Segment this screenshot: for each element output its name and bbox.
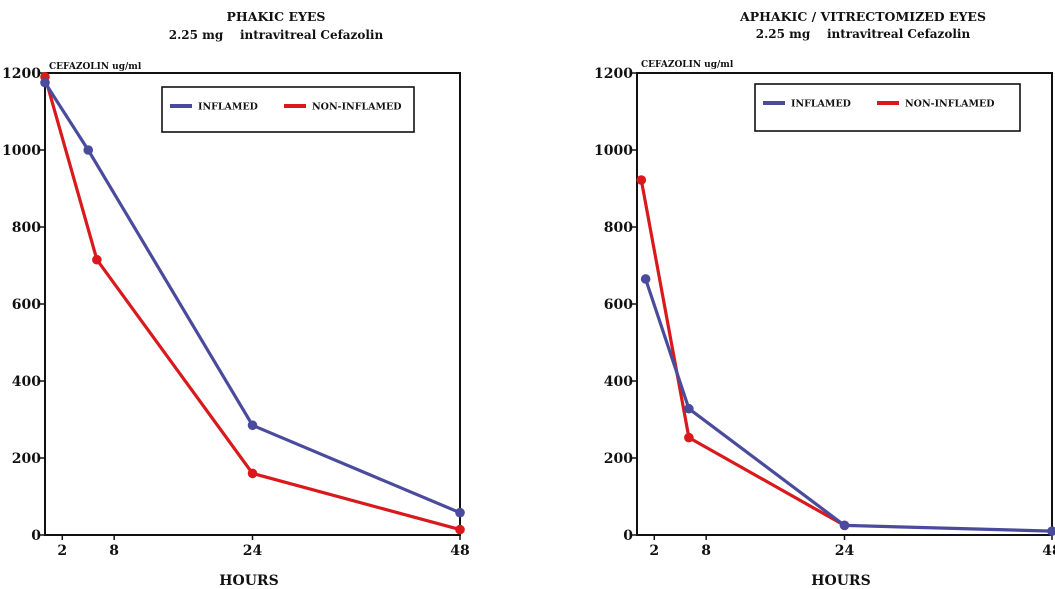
- y-tick-label: 200: [12, 451, 41, 467]
- x-tick-label: 48: [1042, 543, 1055, 559]
- chart-panel-2: APHAKIC / VITRECTOMIZED EYES 2.25 mg intr…: [594, 9, 1055, 589]
- y-tick-label: 600: [12, 297, 41, 313]
- y-tick-label: 400: [604, 374, 633, 390]
- legend-box: [161, 86, 415, 133]
- plot-frame: [44, 72, 461, 536]
- chart-subtitle: 2.25 mg intravitreal Cefazolin: [169, 28, 384, 42]
- data-point-inflamed: [640, 274, 651, 284]
- y-tick-label: 1200: [594, 66, 633, 82]
- data-point-inflamed: [839, 520, 850, 531]
- data-point-inflamed: [684, 403, 694, 414]
- y-tick-label: 800: [12, 220, 41, 236]
- y-tick-label: 0: [623, 528, 633, 544]
- x-tick-label: 8: [701, 543, 711, 559]
- x-axis-label: HOURS: [219, 573, 278, 589]
- chart-title: APHAKIC / VITRECTOMIZED EYES: [739, 9, 986, 24]
- x-tick-label: 24: [835, 543, 855, 559]
- data-point-non-inflamed: [684, 432, 694, 443]
- series-line-inflamed: [643, 277, 1054, 533]
- y-axis-label: CEFAZOLIN ug/ml: [49, 62, 142, 72]
- y-tick-label: 400: [12, 374, 41, 390]
- data-point-inflamed: [1047, 526, 1055, 536]
- y-tick-label: 1000: [2, 143, 41, 159]
- x-tick-label: 48: [450, 543, 469, 559]
- x-tick-label: 8: [109, 543, 119, 559]
- legend-label-inflamed: INFLAMED: [198, 102, 258, 113]
- y-tick-label: 0: [31, 528, 41, 544]
- y-tick-label: 1200: [2, 66, 41, 82]
- data-point-inflamed: [83, 145, 94, 155]
- data-point-inflamed: [247, 420, 258, 431]
- y-tick-label: 800: [604, 220, 633, 236]
- legend-box: [754, 83, 1021, 132]
- x-tick-label: 24: [243, 543, 263, 559]
- series-line-inflamed: [43, 80, 462, 515]
- data-point-non-inflamed: [92, 254, 102, 265]
- legend-label-inflamed: INFLAMED: [791, 99, 851, 110]
- x-axis-label: HOURS: [811, 573, 870, 589]
- x-tick-label: 2: [57, 543, 67, 559]
- y-tick-label: 1000: [594, 143, 633, 159]
- data-point-non-inflamed: [247, 468, 258, 479]
- x-tick-label: 2: [649, 543, 659, 559]
- y-tick-label: 200: [604, 451, 633, 467]
- plot-frame: [636, 72, 1053, 536]
- legend-label-non-inflamed: NON-INFLAMED: [312, 102, 402, 113]
- chart-title: PHAKIC EYES: [227, 9, 326, 24]
- data-point-inflamed: [40, 77, 50, 88]
- series-line-non-inflamed: [43, 75, 462, 532]
- legend-label-non-inflamed: NON-INFLAMED: [905, 99, 995, 110]
- chart-panel-1: PHAKIC EYES 2.25 mg intravitreal Cefazoli…: [2, 9, 470, 589]
- y-axis-label: CEFAZOLIN ug/ml: [641, 60, 734, 70]
- data-point-non-inflamed: [455, 524, 465, 535]
- y-tick-label: 600: [604, 297, 633, 313]
- chart-subtitle: 2.25 mg intravitreal Cefazolin: [756, 27, 971, 41]
- data-point-non-inflamed: [636, 175, 647, 185]
- data-point-inflamed: [455, 507, 465, 518]
